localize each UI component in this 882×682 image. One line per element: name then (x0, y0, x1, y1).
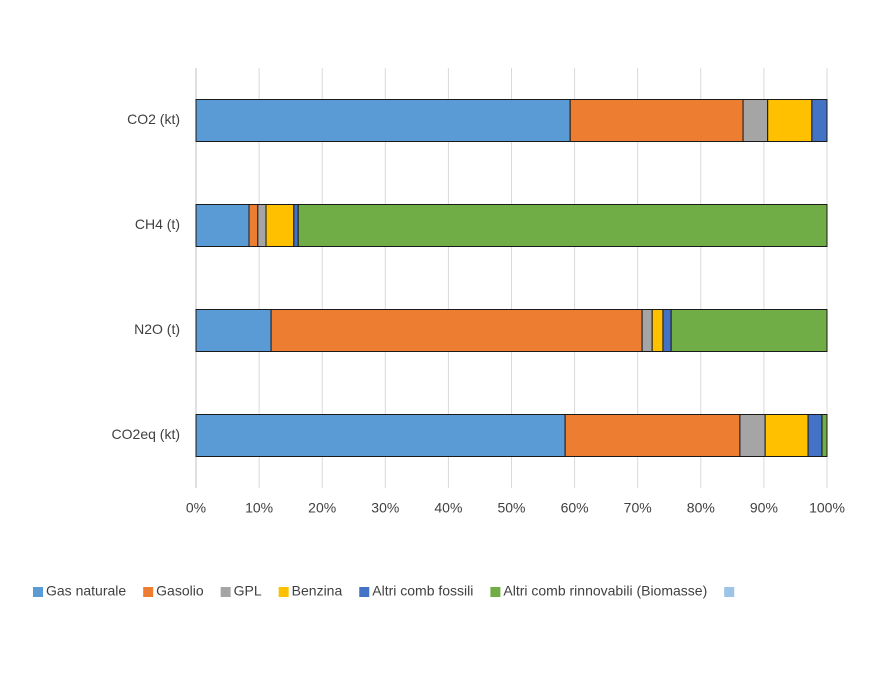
x-tick-label: 50% (497, 500, 525, 516)
bar-segment (265, 204, 295, 247)
bar-segment (257, 204, 267, 247)
bar-segment (248, 204, 259, 247)
x-tick-label: 30% (371, 500, 399, 516)
x-tick-label: 80% (687, 500, 715, 516)
legend-marker (278, 587, 289, 597)
y-tick-label: CO2eq (kt) (112, 426, 180, 442)
y-tick-label: N2O (t) (134, 321, 180, 337)
bar-segment (821, 414, 828, 457)
bar-segment (767, 99, 813, 142)
legend-marker (143, 587, 154, 597)
bar-segment (811, 99, 828, 142)
bar-segment (270, 309, 643, 352)
legend-marker (220, 587, 231, 597)
y-tick-label: CO2 (kt) (127, 111, 180, 127)
legend-marker (724, 587, 735, 597)
bar-segment (297, 204, 828, 247)
legend-label: Gas naturale (46, 583, 126, 599)
bar-segment (764, 414, 809, 457)
bar-segment (807, 414, 823, 457)
x-tick-label: 70% (624, 500, 652, 516)
bar-segment (662, 309, 672, 352)
bar-segment (569, 99, 744, 142)
bar-segment (293, 204, 299, 247)
legend-label: GPL (234, 583, 262, 599)
bar-segment (651, 309, 664, 352)
bar-segment (564, 414, 741, 457)
x-tick-label: 0% (186, 500, 206, 516)
legend-marker (33, 587, 43, 597)
bar-segment (739, 414, 766, 457)
legend-label: Gasolio (156, 583, 204, 599)
legend-marker (359, 587, 370, 597)
bar-segment (641, 309, 653, 352)
x-tick-label: 40% (434, 500, 462, 516)
x-tick-label: 100% (809, 500, 845, 516)
legend-marker (490, 587, 501, 597)
legend-label: Altri comb rinnovabili (Biomasse) (503, 583, 707, 599)
bar-segment (195, 414, 566, 457)
bar-segment (195, 309, 272, 352)
x-tick-label: 90% (750, 500, 778, 516)
bar-segment (670, 309, 828, 352)
x-tick-label: 20% (308, 500, 336, 516)
legend-label: Benzina (292, 583, 343, 599)
x-tick-label: 60% (561, 500, 589, 516)
bar-segment (195, 99, 571, 142)
bar-segment (195, 204, 250, 247)
x-tick-label: 10% (245, 500, 273, 516)
bar-segment (742, 99, 769, 142)
legend-label: Altri comb fossili (372, 583, 473, 599)
y-tick-label: CH4 (t) (135, 216, 180, 232)
